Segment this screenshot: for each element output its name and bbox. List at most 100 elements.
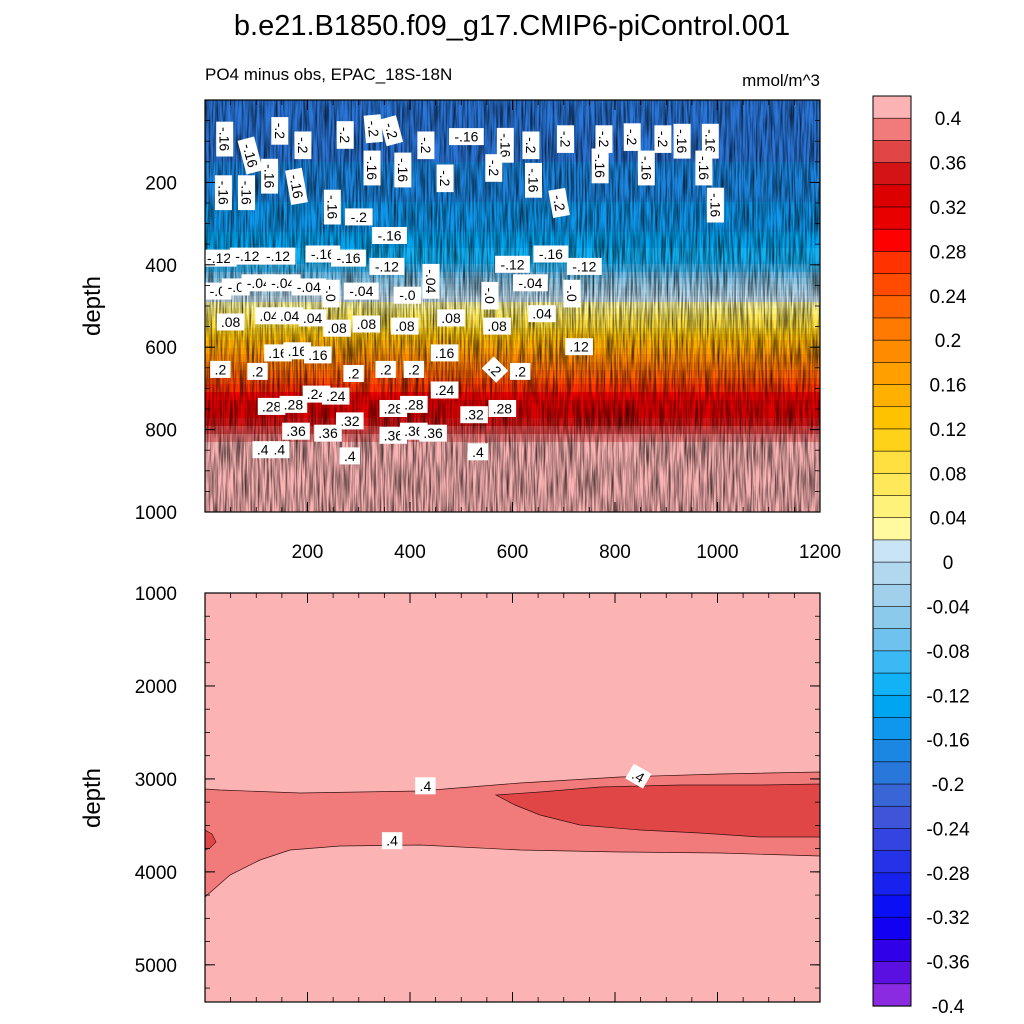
contour-label: .04 <box>275 307 304 325</box>
contour-label-box <box>372 227 407 244</box>
contour-label-box <box>252 441 273 459</box>
contour-label-text: -.16 <box>336 250 360 266</box>
contour-label-box <box>210 360 231 378</box>
contour-label-text: -.2 <box>624 129 640 146</box>
contour-label-box <box>214 175 232 211</box>
contour-label: .2 <box>481 356 509 383</box>
contour-label-box <box>247 362 268 380</box>
contour-label-box <box>436 164 454 193</box>
contour-label-text: .08 <box>327 320 347 336</box>
contour-label-box <box>336 412 364 430</box>
contour-label-text: .12 <box>569 339 589 355</box>
contour-label: -.16 <box>237 136 263 175</box>
contour-label-text: .16 <box>268 345 288 361</box>
contour-label-box <box>483 317 511 335</box>
contour-label-text: -.16 <box>497 133 513 157</box>
contour-label: -.16 <box>533 245 569 263</box>
contour-label-box <box>460 406 488 424</box>
contour-label-box <box>394 152 412 188</box>
contour-label: -.04 <box>343 282 379 300</box>
y-tick-label: 3000 <box>135 770 177 791</box>
contour-label-box <box>485 154 503 182</box>
contour-label-text: -.2 <box>558 131 574 148</box>
contour-label: .4 <box>467 443 489 461</box>
contour-label-text: -.2 <box>381 121 401 141</box>
contour-label-box <box>449 128 484 146</box>
contour-label-text: -.12 <box>500 256 524 272</box>
contour-label-box <box>591 148 609 184</box>
contour-label-text: .32 <box>464 407 484 423</box>
contour-label-text: -.04 <box>518 275 542 291</box>
contour-label-text: -.04 <box>247 275 271 291</box>
contour-label-box <box>557 125 574 153</box>
contour-label: .2 <box>375 360 396 378</box>
contour-label-text: .16 <box>435 345 455 361</box>
contour-label: .12 <box>565 338 593 356</box>
contour-label-text: .28 <box>404 396 424 412</box>
colorbar-swatch <box>872 339 912 363</box>
contour-label: .4 <box>339 447 360 465</box>
colorbar-swatch <box>872 872 912 896</box>
colorbar-swatch <box>872 961 912 985</box>
lower-panel: .4 .4 .4 1000 2000 3000 4000 5000 depth <box>79 584 821 1003</box>
contour-label-text: -.0 <box>228 279 245 295</box>
contour-label: -.2 <box>345 208 373 226</box>
colorbar-swatch <box>872 473 912 497</box>
contour-label-text: -.16 <box>638 156 654 180</box>
contour-label-text: -.0 <box>399 287 416 303</box>
contour-label: -.12 <box>566 257 602 275</box>
colorbar-swatch <box>872 95 912 119</box>
colorbar-swatch <box>872 805 912 830</box>
y-tick-label: 1000 <box>135 584 177 605</box>
contour-label-text: -.16 <box>215 181 231 205</box>
chart-subtitle: PO4 minus obs, EPAC_18S-18N <box>205 65 452 84</box>
contour-label-text: -.16 <box>395 158 411 182</box>
contour-label-text: -.16 <box>454 129 478 145</box>
contour-label-text: -.12 <box>235 248 259 264</box>
contour-label-text: .4 <box>273 442 285 458</box>
contour-label-box <box>595 125 613 153</box>
chart-title: b.e21.B1850.f09_g17.CMIP6-piControl.001 <box>234 10 790 42</box>
contour-label: .4 <box>381 832 403 850</box>
contour-label: -.2 <box>595 125 613 153</box>
contour-label: -.2 <box>363 114 383 144</box>
contour-label: -.2 <box>271 117 289 145</box>
contour-label-text: .24 <box>435 382 455 398</box>
lower-field <box>205 593 820 1002</box>
contour-label-box <box>415 777 436 795</box>
contour-label-text: -.16 <box>674 129 690 153</box>
contour-label: -.16 <box>216 121 234 157</box>
contour-label-box <box>706 187 724 223</box>
contour-label-text: -.04 <box>423 269 439 293</box>
contour-label-text: .4 <box>420 778 432 794</box>
contour-label: .32 <box>336 412 364 430</box>
contour-label-box <box>422 263 440 299</box>
colorbar-swatch <box>872 983 912 1007</box>
colorbar-tick-label: -0.4 <box>932 997 965 1018</box>
colorbar-tick-label: 0.36 <box>930 154 967 175</box>
contour-label-box <box>393 286 422 304</box>
upper-panel: -.16-.16-.2-.2-.2 -.2 -.2-.2-.16 -.16 -.2 -.2… <box>79 99 841 563</box>
contour-label-text: .36 <box>423 425 443 441</box>
contour-label: -.16 <box>701 123 719 159</box>
contour-label: .2 <box>343 365 364 382</box>
colorbar-tick-label: 0.24 <box>930 287 967 308</box>
contour-label-box <box>419 424 447 442</box>
contour-label: .36 <box>282 422 310 440</box>
contour-label-box <box>379 115 404 147</box>
colorbar-tick-label: 0.16 <box>930 376 967 397</box>
contour-label: -.16 <box>238 175 255 211</box>
colorbar-swatch <box>872 428 912 452</box>
contour-label-text: -.12 <box>266 248 290 264</box>
contour-label-text: .08 <box>221 314 241 330</box>
contour-label: -.2 <box>485 154 503 182</box>
contour-label-text: .4 <box>472 444 484 460</box>
contour-label-text: -.2 <box>437 170 453 187</box>
contour-label: -.04 <box>513 274 548 292</box>
chart-units: mmol/m^3 <box>742 71 820 90</box>
contour-label-box <box>481 356 509 383</box>
contour-label-box <box>291 278 327 296</box>
contour-label: -.16 <box>637 150 655 186</box>
colorbar-swatch <box>872 650 912 674</box>
contour-label-box <box>298 309 327 327</box>
